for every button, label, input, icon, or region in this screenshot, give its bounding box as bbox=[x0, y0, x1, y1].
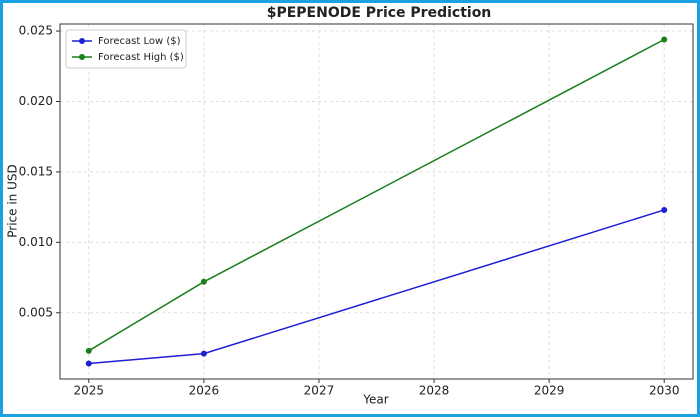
y-tick-label: 0.025 bbox=[19, 24, 53, 38]
y-tick-label: 0.010 bbox=[19, 235, 53, 249]
legend-marker bbox=[79, 38, 85, 44]
data-point bbox=[661, 206, 668, 213]
x-tick-label: 2029 bbox=[534, 384, 565, 398]
data-point bbox=[200, 278, 207, 285]
legend-marker bbox=[79, 54, 85, 60]
y-tick-label: 0.015 bbox=[19, 164, 53, 178]
legend-label: Forecast Low ($) bbox=[98, 36, 181, 47]
y-tick-label: 0.005 bbox=[19, 305, 53, 319]
data-point bbox=[85, 347, 92, 354]
x-tick-label: 2027 bbox=[304, 384, 335, 398]
chart: $PEPENODE Price Prediction Year Price in… bbox=[6, 5, 694, 407]
legend-label: Forecast High ($) bbox=[98, 52, 184, 63]
x-axis-label: Year bbox=[362, 393, 388, 407]
legend-box bbox=[65, 29, 187, 69]
data-point bbox=[661, 36, 668, 43]
plot-frame bbox=[59, 23, 694, 380]
x-tick-label: 2025 bbox=[73, 384, 104, 398]
x-tick-label: 2030 bbox=[649, 384, 680, 398]
x-tick-label: 2026 bbox=[189, 384, 220, 398]
series-line bbox=[88, 209, 665, 365]
chart-title: $PEPENODE Price Prediction bbox=[267, 5, 492, 21]
data-point bbox=[200, 350, 207, 357]
data-point bbox=[85, 360, 92, 367]
x-tick-label: 2028 bbox=[419, 384, 450, 398]
series-line bbox=[88, 38, 665, 352]
y-tick-label: 0.020 bbox=[19, 94, 53, 108]
y-axis-label: Price in USD bbox=[6, 164, 20, 237]
